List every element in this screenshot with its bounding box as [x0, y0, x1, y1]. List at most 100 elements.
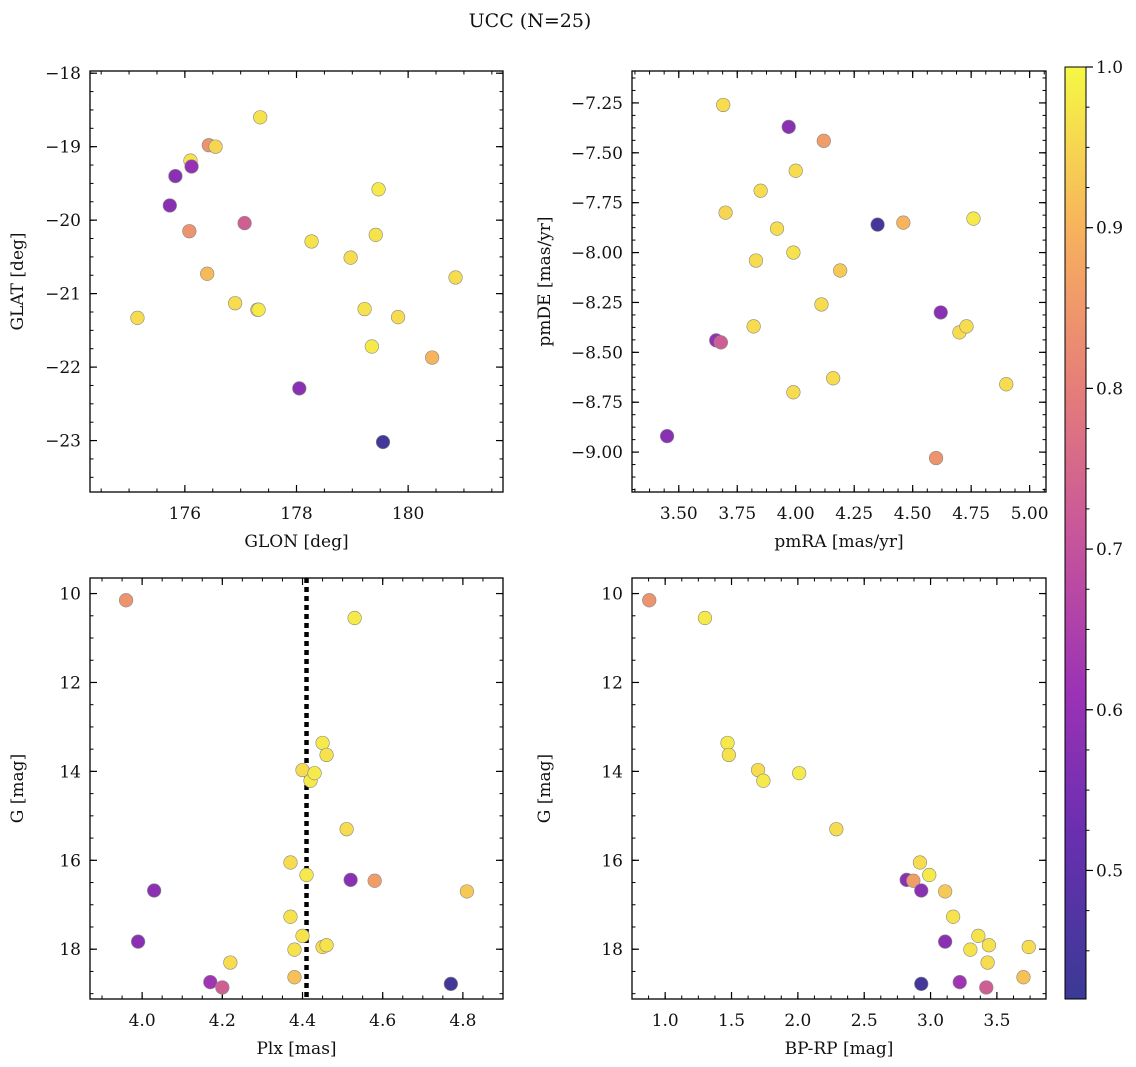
scatter-point [364, 339, 379, 354]
scatter-point [184, 159, 199, 174]
scatter-point [963, 942, 978, 957]
scatter-point [966, 211, 981, 226]
scatter-point [295, 928, 310, 943]
scatter-point [981, 938, 997, 953]
scatter-point [343, 872, 358, 887]
scatter-point [287, 970, 302, 985]
scatter-point [753, 183, 768, 198]
y-tick-label: −8.75 [571, 393, 623, 413]
scatter-point [299, 867, 314, 883]
scatter-point [829, 822, 844, 837]
x-tick-label: 5.00 [1011, 504, 1049, 524]
scatter-point [304, 234, 319, 249]
panel-glon-glat: 176 178 180 −23 −22 −21 −20 −19 −18 GLON [deg] GLA… [8, 64, 504, 552]
scatter-point [1021, 939, 1036, 955]
scatter-point [237, 215, 252, 231]
y-tick-label: 16 [601, 851, 623, 871]
scatter-point [283, 909, 298, 924]
scatter-point [788, 163, 803, 178]
scatter-point [952, 975, 967, 990]
scatter-point [642, 593, 657, 608]
colorbar-tick-label: 0.6 [1096, 701, 1123, 721]
plot-area [632, 578, 1046, 999]
scatter-point [253, 110, 268, 125]
y-tick-label: 12 [601, 673, 623, 693]
y-tick-label: 18 [59, 940, 81, 960]
scatter-point [215, 980, 230, 995]
scatter-point [980, 955, 995, 970]
scatter-point [716, 97, 731, 113]
scatter-point [118, 593, 134, 608]
y-tick-label: −9.00 [571, 443, 623, 463]
scatter-point [718, 205, 733, 220]
scatter-point [971, 928, 986, 943]
scatter-point [168, 168, 183, 184]
scatter-point [368, 227, 383, 242]
scatter-point [786, 385, 801, 400]
scatter-point [292, 381, 307, 396]
scatter-point [319, 938, 334, 953]
x-axis-label: BP-RP [mag] [785, 1039, 894, 1059]
y-axis-label: G [mag] [8, 754, 28, 823]
scatter-point [781, 119, 796, 134]
x-tick-label: 4.2 [209, 1011, 236, 1031]
panels: 176 178 180 −23 −22 −21 −20 −19 −18 GLON [deg] GLA… [8, 64, 1049, 1059]
scatter-point [938, 934, 953, 949]
scatter-point [659, 429, 675, 444]
x-tick-label: 178 [280, 504, 312, 524]
scatter-point [251, 302, 266, 317]
y-tick-label: 12 [59, 673, 81, 693]
scatter-point [130, 310, 145, 325]
x-axis-label: pmRA [mas/yr] [774, 532, 903, 552]
y-axis-label: pmDE [mas/yr] [535, 216, 555, 346]
scatter-point [448, 270, 463, 285]
panel-plx-g: 4.0 4.2 4.4 4.6 4.8 10 12 14 16 18 Plx [mas] G [mag… [8, 577, 504, 1059]
x-tick-label: 1.5 [718, 1011, 745, 1031]
scatter-point [912, 855, 928, 870]
y-tick-label: 16 [59, 851, 81, 871]
scatter-point [147, 883, 162, 898]
scatter-point [748, 253, 764, 268]
y-tick-label: 18 [601, 940, 623, 960]
scatter-point [319, 747, 334, 763]
x-tick-label: 176 [169, 504, 201, 524]
scatter-point [228, 296, 243, 311]
scatter-point [979, 980, 994, 995]
scatter-point [786, 245, 801, 260]
colorbar-tick-label: 0.7 [1096, 540, 1123, 560]
scatter-point [906, 873, 921, 888]
y-axis-label: G [mag] [535, 754, 555, 823]
x-tick-label: 3.5 [983, 1011, 1010, 1031]
colorbar-ticks: 0.5 0.6 0.7 0.8 0.9 1.0 [1086, 58, 1123, 952]
scatter-point [287, 942, 302, 957]
colorbar-tick-label: 0.8 [1096, 379, 1123, 399]
scatter-point [375, 434, 391, 450]
scatter-point [756, 773, 771, 788]
x-tick-label: 4.00 [777, 504, 815, 524]
scatter-point [938, 884, 953, 899]
scatter-point [713, 335, 728, 350]
scatter-point [870, 217, 885, 232]
scatter-points [130, 110, 463, 450]
scatter-point [459, 884, 475, 899]
y-tick-label: −18 [45, 64, 81, 84]
scatter-point [131, 934, 146, 949]
scatter-point [371, 182, 386, 197]
x-tick-label: 4.0 [129, 1011, 156, 1031]
scatter-point [914, 976, 929, 991]
scatter-point [720, 735, 735, 751]
y-tick-label: −20 [45, 211, 81, 231]
y-tick-label: −7.25 [571, 94, 623, 114]
scatter-point [425, 350, 440, 365]
scatter-point [200, 266, 215, 281]
scatter-point [697, 610, 713, 626]
x-tick-label: 3.50 [660, 504, 698, 524]
scatter-point [307, 766, 322, 781]
scatter-point [721, 747, 736, 763]
colorbar: 0.5 0.6 0.7 0.8 0.9 1.0 [1064, 58, 1123, 1000]
scatter-point [357, 301, 372, 317]
scatter-point [208, 139, 223, 154]
y-tick-label: −7.75 [571, 194, 623, 214]
x-tick-label: 4.75 [952, 504, 990, 524]
